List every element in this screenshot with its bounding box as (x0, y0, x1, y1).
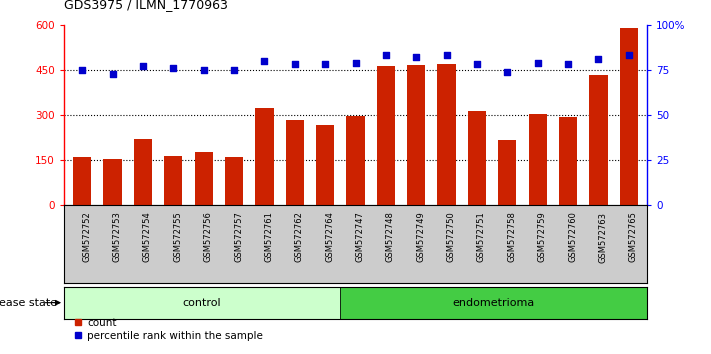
Bar (340, 287, 647, 319)
Bar (104, 159, 122, 205)
Point (77, 67, 88, 73)
Legend: count, percentile rank within the sample: count, percentile rank within the sample (69, 314, 267, 345)
Point (168, 65, 179, 71)
Point (623, 53, 634, 58)
Text: GSM572762: GSM572762 (295, 212, 304, 262)
Bar (620, 28, 638, 205)
Bar (377, 66, 395, 205)
Bar (346, 116, 365, 205)
Text: GSM572764: GSM572764 (325, 212, 334, 262)
Text: GSM572754: GSM572754 (143, 212, 152, 262)
Point (532, 60, 543, 65)
Text: GSM572752: GSM572752 (82, 212, 91, 262)
Point (410, 55, 422, 60)
Bar (468, 112, 486, 205)
Point (319, 62, 331, 67)
Point (593, 56, 604, 62)
Bar (286, 120, 304, 205)
Bar (559, 117, 577, 205)
Text: GSM572761: GSM572761 (264, 212, 274, 262)
Text: GSM572765: GSM572765 (629, 212, 638, 262)
Text: disease state: disease state (0, 298, 57, 308)
Text: GSM572750: GSM572750 (447, 212, 456, 262)
Point (441, 53, 452, 58)
Bar (134, 139, 152, 205)
Text: endometrioma: endometrioma (452, 298, 535, 308)
Text: control: control (183, 298, 221, 308)
Bar (498, 140, 516, 205)
Point (289, 62, 301, 67)
Point (137, 63, 149, 69)
Bar (195, 152, 213, 205)
Text: GSM572748: GSM572748 (386, 212, 395, 262)
Point (198, 67, 209, 73)
Point (228, 67, 240, 73)
Bar (164, 156, 183, 205)
Text: GSM572763: GSM572763 (599, 212, 607, 263)
Text: GSM572747: GSM572747 (356, 212, 365, 262)
Bar (407, 65, 425, 205)
Text: GSM572751: GSM572751 (477, 212, 486, 262)
Bar (437, 64, 456, 205)
Text: GSM572753: GSM572753 (112, 212, 122, 262)
Text: GSM572759: GSM572759 (538, 212, 547, 262)
Bar (316, 125, 334, 205)
Bar (255, 108, 274, 205)
Text: GSM572749: GSM572749 (416, 212, 425, 262)
Text: GSM572757: GSM572757 (234, 212, 243, 262)
Point (350, 60, 361, 65)
Text: GSM572758: GSM572758 (508, 212, 516, 262)
Point (259, 58, 270, 64)
Text: GSM572760: GSM572760 (568, 212, 577, 262)
Point (380, 53, 392, 58)
Text: GSM572756: GSM572756 (203, 212, 213, 262)
Point (471, 62, 483, 67)
Bar (589, 75, 607, 205)
Bar (64, 287, 340, 319)
Bar (225, 157, 243, 205)
Point (502, 69, 513, 75)
Point (107, 71, 118, 76)
Text: GSM572755: GSM572755 (173, 212, 182, 262)
Bar (528, 114, 547, 205)
Point (562, 62, 574, 67)
Text: GDS3975 / ILMN_1770963: GDS3975 / ILMN_1770963 (64, 0, 228, 11)
Bar (73, 157, 91, 205)
